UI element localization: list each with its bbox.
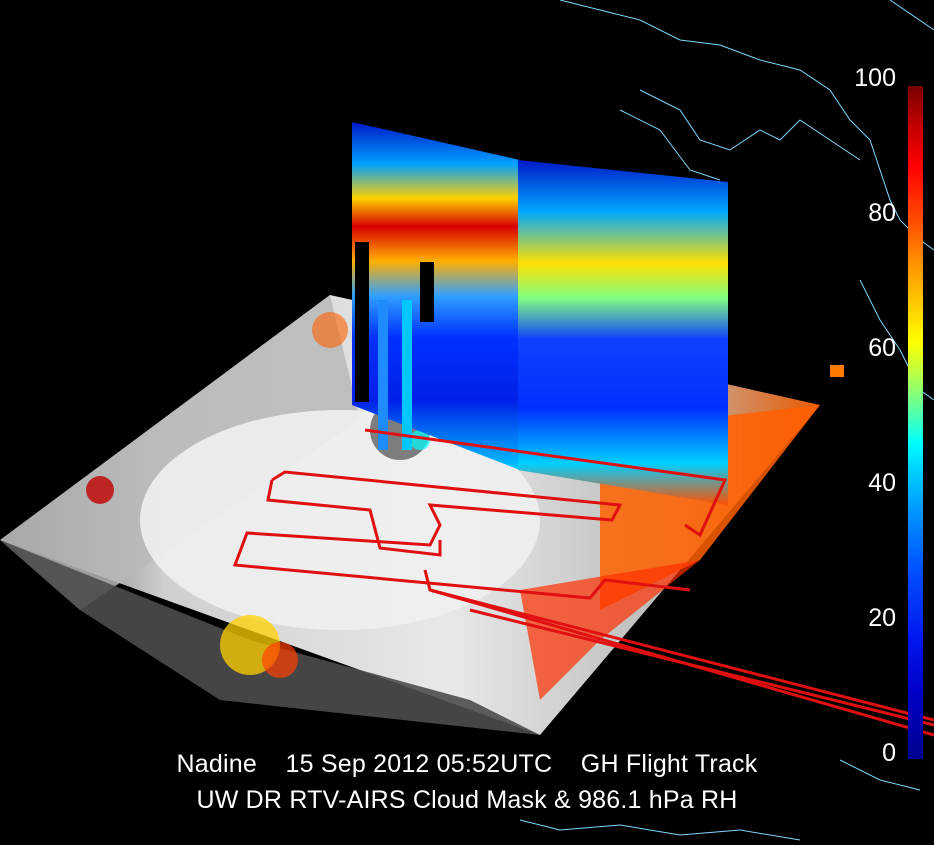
rh-colorbar: [908, 86, 923, 759]
colorbar-label-0: 0: [882, 739, 896, 767]
colorbar-label-80: 80: [868, 199, 896, 227]
colorbar-label-20: 20: [868, 604, 896, 632]
caption-title: Nadine 15 Sep 2012 05:52UTC GH Flight Tr…: [176, 750, 758, 778]
coastline-overlay: [519, 0, 934, 841]
flight-track: [232, 428, 934, 737]
caption-subtitle: UW DR RTV-AIRS Cloud Mask & 986.1 hPa RH: [196, 786, 738, 814]
colorbar-label-100: 100: [854, 64, 896, 92]
colorbar-label-40: 40: [868, 469, 896, 497]
colorbar-label-60: 60: [868, 334, 896, 362]
rh-vertical-curtain: [352, 122, 728, 505]
